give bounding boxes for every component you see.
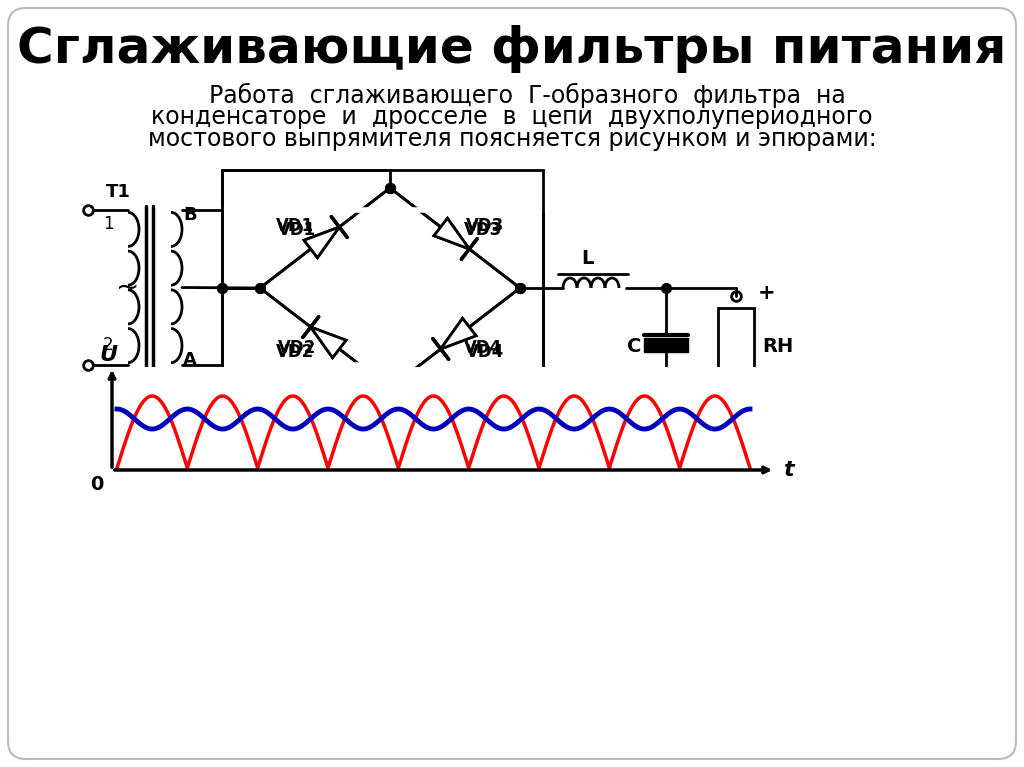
Text: –: –: [758, 388, 768, 408]
Text: C: C: [627, 337, 641, 357]
Text: мостового выпрямителя поясняется рисунком и эпюрами:: мостового выпрямителя поясняется рисунко…: [147, 127, 877, 151]
Polygon shape: [310, 327, 346, 357]
Text: 2: 2: [102, 336, 114, 354]
Text: L: L: [581, 249, 593, 268]
Text: VD4: VD4: [464, 339, 502, 357]
Polygon shape: [434, 219, 469, 249]
Text: T1: T1: [105, 183, 130, 201]
Text: VD3: VD3: [466, 217, 504, 235]
Polygon shape: [304, 227, 339, 258]
Text: Сглаживающие фильтры питания: Сглаживающие фильтры питания: [17, 25, 1007, 73]
Polygon shape: [310, 327, 346, 357]
Text: конденсаторе  и  дросселе  в  цепи  двухполупериодного: конденсаторе и дросселе в цепи двухполуп…: [152, 105, 872, 129]
Polygon shape: [304, 227, 339, 258]
Text: VD1: VD1: [275, 217, 314, 235]
Text: A: A: [183, 351, 197, 369]
Bar: [222, 170, 543, 406]
Text: t: t: [782, 460, 794, 480]
Text: VD4: VD4: [466, 343, 504, 361]
FancyBboxPatch shape: [8, 8, 1016, 759]
Text: Работа  сглаживающего  Г-образного  фильтра  на: Работа сглаживающего Г-образного фильтра…: [178, 82, 846, 107]
Bar: [644, 338, 688, 352]
Text: RH: RH: [762, 337, 794, 357]
Text: VD2: VD2: [275, 343, 314, 361]
Bar: [718, 308, 754, 386]
Polygon shape: [440, 318, 476, 349]
Text: +: +: [758, 283, 775, 303]
Text: ~: ~: [117, 274, 139, 301]
Bar: [222, 170, 543, 406]
Bar: [97, 367, 785, 485]
Text: B: B: [183, 206, 197, 224]
Polygon shape: [434, 219, 469, 249]
Text: 1: 1: [102, 215, 114, 233]
Text: VD2: VD2: [278, 339, 316, 357]
Text: 0: 0: [90, 475, 103, 493]
Polygon shape: [440, 318, 476, 349]
Text: VD3: VD3: [464, 221, 502, 239]
Text: VD1: VD1: [278, 221, 316, 239]
Text: U: U: [100, 345, 118, 365]
